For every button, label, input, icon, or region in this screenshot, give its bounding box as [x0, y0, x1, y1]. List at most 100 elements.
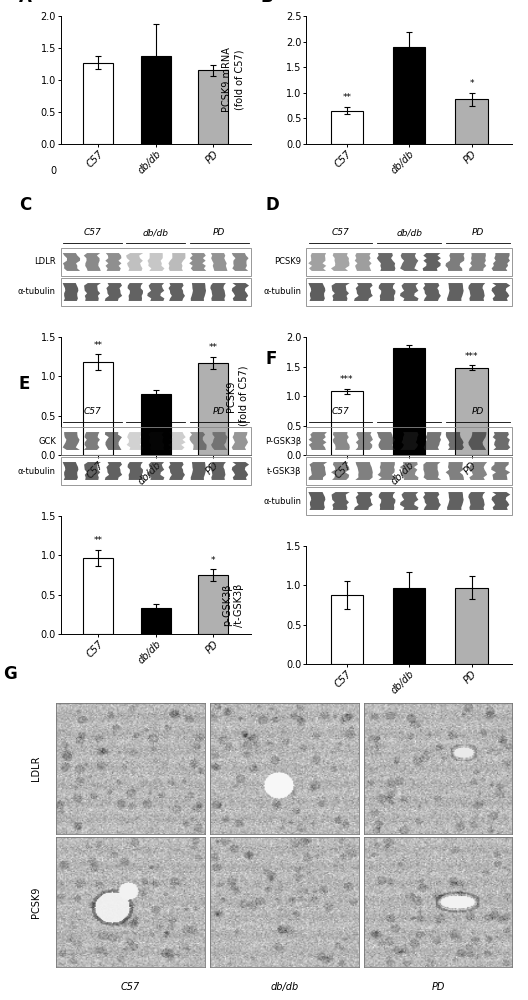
Text: t-GSK3β: t-GSK3β — [267, 466, 301, 476]
Bar — [199, 575, 228, 634]
Polygon shape — [63, 283, 78, 301]
Text: LDLR: LDLR — [34, 257, 56, 266]
Text: db/db: db/db — [396, 407, 422, 416]
Polygon shape — [379, 283, 395, 301]
Polygon shape — [168, 432, 186, 450]
Text: α-tubulin: α-tubulin — [18, 288, 56, 296]
Polygon shape — [309, 462, 327, 480]
Bar — [393, 588, 426, 664]
Polygon shape — [400, 462, 419, 480]
Polygon shape — [377, 253, 395, 271]
Text: C: C — [19, 196, 31, 214]
Polygon shape — [469, 462, 487, 480]
Polygon shape — [422, 253, 441, 271]
Polygon shape — [84, 283, 101, 301]
Polygon shape — [84, 462, 101, 480]
Bar — [331, 595, 363, 664]
Bar — [331, 391, 363, 455]
Polygon shape — [232, 253, 249, 271]
Polygon shape — [331, 462, 350, 480]
Polygon shape — [423, 492, 441, 510]
Bar — [455, 588, 488, 664]
Polygon shape — [379, 492, 395, 510]
Polygon shape — [63, 462, 78, 480]
Text: E: E — [19, 375, 30, 393]
Polygon shape — [355, 462, 373, 480]
Text: C57: C57 — [83, 228, 101, 237]
Polygon shape — [63, 432, 80, 450]
Polygon shape — [492, 253, 510, 271]
Polygon shape — [332, 283, 350, 301]
Text: P-GSK3β: P-GSK3β — [265, 436, 301, 446]
Text: PD: PD — [431, 982, 445, 992]
Polygon shape — [446, 432, 464, 450]
Polygon shape — [469, 253, 486, 271]
Polygon shape — [491, 462, 510, 480]
Text: α-tubulin: α-tubulin — [263, 496, 301, 506]
Polygon shape — [400, 283, 419, 301]
Text: PD: PD — [472, 228, 484, 237]
Text: ***: *** — [340, 375, 354, 384]
Polygon shape — [447, 283, 464, 301]
Text: **: ** — [209, 343, 218, 352]
Text: C57: C57 — [83, 407, 101, 416]
Polygon shape — [400, 492, 419, 510]
Polygon shape — [191, 283, 206, 301]
Polygon shape — [148, 432, 164, 450]
Polygon shape — [189, 253, 206, 271]
Text: **: ** — [93, 341, 102, 350]
Text: *: * — [211, 556, 215, 565]
Polygon shape — [127, 432, 144, 450]
Text: α-tubulin: α-tubulin — [263, 288, 301, 296]
Polygon shape — [333, 432, 350, 450]
Polygon shape — [377, 432, 395, 450]
Polygon shape — [63, 253, 80, 271]
Polygon shape — [308, 253, 326, 271]
Text: D: D — [265, 196, 279, 214]
Bar — [393, 348, 426, 455]
Text: G: G — [3, 665, 17, 683]
Text: C57: C57 — [332, 228, 350, 237]
Polygon shape — [355, 432, 373, 450]
Polygon shape — [168, 283, 185, 301]
Bar — [455, 368, 488, 455]
Text: ***: *** — [465, 352, 478, 361]
Text: **: ** — [93, 536, 102, 545]
Polygon shape — [468, 492, 485, 510]
Polygon shape — [128, 283, 143, 301]
Polygon shape — [492, 283, 510, 301]
Text: PD: PD — [472, 407, 484, 416]
Polygon shape — [378, 462, 396, 480]
Text: db/db: db/db — [396, 228, 422, 237]
Polygon shape — [147, 462, 164, 480]
Text: GCK: GCK — [38, 436, 56, 446]
Bar — [199, 70, 228, 144]
Polygon shape — [447, 492, 464, 510]
Polygon shape — [355, 253, 372, 271]
Polygon shape — [308, 283, 325, 301]
Polygon shape — [468, 432, 486, 450]
Polygon shape — [400, 253, 419, 271]
Bar — [331, 111, 363, 144]
Bar — [141, 394, 171, 455]
Y-axis label: PCSK9
(fold of C57): PCSK9 (fold of C57) — [226, 366, 249, 426]
Polygon shape — [309, 432, 327, 450]
Polygon shape — [106, 253, 121, 271]
Bar — [141, 608, 171, 634]
Bar — [83, 362, 113, 455]
Polygon shape — [400, 432, 419, 450]
Polygon shape — [354, 283, 373, 301]
Polygon shape — [128, 462, 143, 480]
Text: PCSK9: PCSK9 — [274, 257, 301, 266]
Bar — [393, 47, 426, 144]
Polygon shape — [211, 432, 228, 450]
Text: *: * — [469, 79, 474, 88]
Polygon shape — [332, 492, 350, 510]
Y-axis label: p-GSK3β
/t-GSK3β: p-GSK3β /t-GSK3β — [222, 583, 244, 627]
Y-axis label: PCSK9 mRNA
(fold of C57): PCSK9 mRNA (fold of C57) — [222, 48, 244, 112]
Polygon shape — [210, 462, 226, 480]
Polygon shape — [446, 462, 464, 480]
Text: A: A — [19, 0, 32, 6]
Text: PD: PD — [213, 228, 225, 237]
Polygon shape — [105, 432, 122, 450]
